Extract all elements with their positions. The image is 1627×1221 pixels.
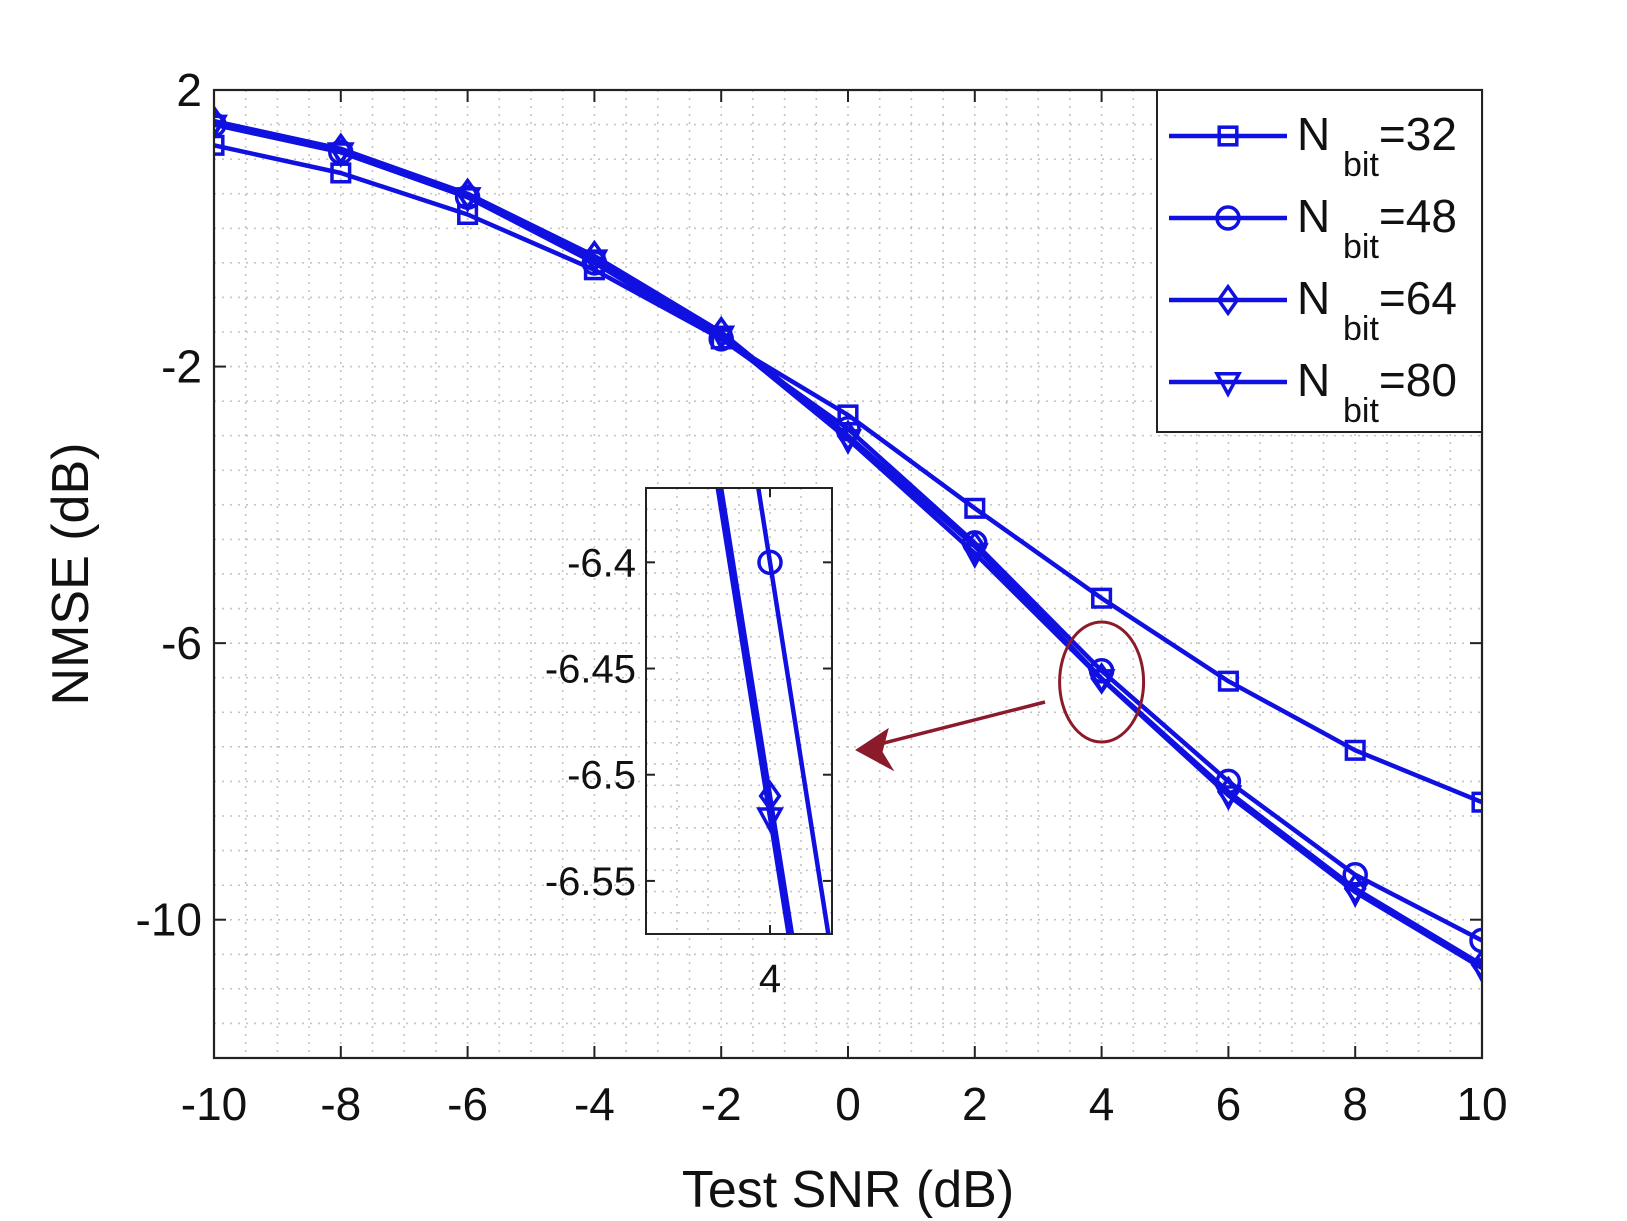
legend-box (1156, 89, 1483, 433)
legend-label-sub: bit (1343, 392, 1379, 430)
inset-line (756, 488, 831, 934)
data-point-nbit-80 (960, 543, 989, 570)
data-point-nbit-80 (834, 429, 862, 455)
data-point-nbit-80 (1468, 958, 1482, 984)
legend-entry: N bit=64 (1169, 272, 1457, 348)
legend-label-sub: bit (1343, 310, 1379, 348)
y-axis-title: NMSE (dB) (42, 443, 100, 706)
y-tick-label: -6 (161, 617, 202, 669)
legend-label-sub: bit (1343, 228, 1379, 266)
series-line-nbit-80 (214, 122, 1482, 971)
x-tick-label: 2 (962, 1078, 988, 1130)
legend-label: N bit=48 (1297, 190, 1457, 266)
x-tick-label: 10 (1456, 1078, 1507, 1130)
zoom-arrow-head (855, 727, 895, 772)
data-point-nbit-80 (1087, 669, 1116, 695)
data-point-nbit-32 (1344, 739, 1366, 761)
legend-label: N bit=80 (1297, 354, 1457, 430)
inset-series-layer (715, 488, 831, 934)
zoom-annotation (855, 620, 1146, 772)
data-point-nbit-80 (453, 187, 482, 213)
inset-axes: -6.4 -6.45 -6.5 -6.55 4 (545, 487, 833, 1001)
x-tick-label: -2 (701, 1078, 742, 1130)
legend: N bit=32N bit=48N bit=64N bit=80 (1156, 89, 1483, 433)
inset-data-point (756, 807, 784, 833)
zoom-highlight-ellipse (1058, 620, 1146, 744)
legend-label: N bit=32 (1297, 108, 1457, 184)
data-point-nbit-32 (214, 134, 225, 156)
x-tick-label: 6 (1216, 1078, 1242, 1130)
legend-entry: N bit=32 (1169, 108, 1457, 184)
x-tick-label: -6 (447, 1078, 488, 1130)
legend-marker (1216, 283, 1240, 317)
legend-label-suffix: =48 (1379, 190, 1457, 242)
data-point-nbit-32 (1091, 587, 1113, 609)
data-point-nbit-32 (1217, 670, 1239, 692)
x-axis-title: Test SNR (dB) (682, 1161, 1014, 1219)
legend-label-suffix: =64 (1379, 272, 1457, 324)
inset-y-tick-label: -6.5 (567, 754, 636, 798)
data-point-nbit-80 (1341, 882, 1370, 908)
x-tick-label: -8 (320, 1078, 361, 1130)
x-tick-label: -4 (574, 1078, 615, 1130)
x-tick-label: -10 (181, 1078, 247, 1130)
y-tick-label: 2 (176, 64, 202, 116)
main-series-layer (214, 104, 1482, 984)
series-line-nbit-64 (214, 118, 1482, 967)
x-tick-label: 8 (1342, 1078, 1368, 1130)
data-point-nbit-80 (326, 142, 355, 169)
data-point-nbit-80 (1214, 785, 1243, 812)
data-point-nbit-80 (707, 325, 736, 352)
legend-marker (1214, 372, 1242, 398)
legend-label-suffix: =32 (1379, 108, 1457, 160)
legend-label-base: N (1297, 190, 1343, 242)
x-tick-label: 4 (1089, 1078, 1115, 1130)
legend-label-suffix: =80 (1379, 354, 1457, 406)
data-point-nbit-32 (964, 497, 986, 519)
inset-frame (645, 487, 833, 935)
legend-label-base: N (1297, 108, 1343, 160)
data-point-nbit-80 (214, 114, 228, 141)
y-tick-label: -2 (161, 341, 202, 393)
inset-y-tick-label: -6.4 (567, 541, 636, 585)
x-tick-label: 0 (835, 1078, 861, 1130)
data-point-nbit-80 (580, 249, 609, 276)
inset-x-tick-label: 4 (759, 957, 781, 1001)
data-point-nbit-48 (1469, 927, 1482, 954)
inset-line (715, 488, 791, 934)
legend-entry: N bit=80 (1169, 354, 1457, 430)
legend-entry: N bit=48 (1169, 190, 1457, 266)
y-tick-label: -10 (136, 894, 202, 946)
legend-label: N bit=64 (1297, 272, 1457, 348)
zoom-arrow-shaft (879, 700, 1046, 746)
inset-line (718, 488, 795, 934)
data-point-nbit-64 (963, 530, 987, 563)
inset-y-tick-label: -6.55 (545, 860, 636, 904)
legend-marker (1215, 205, 1241, 231)
inset-data-point (757, 549, 783, 576)
legend-marker (1217, 125, 1239, 147)
legend-label-base: N (1297, 354, 1343, 406)
inset-background (646, 488, 832, 934)
legend-label-sub: bit (1343, 146, 1379, 184)
series-line-nbit-32 (214, 143, 1482, 805)
legend-label-base: N (1297, 272, 1343, 324)
inset-y-tick-label: -6.45 (545, 648, 636, 692)
